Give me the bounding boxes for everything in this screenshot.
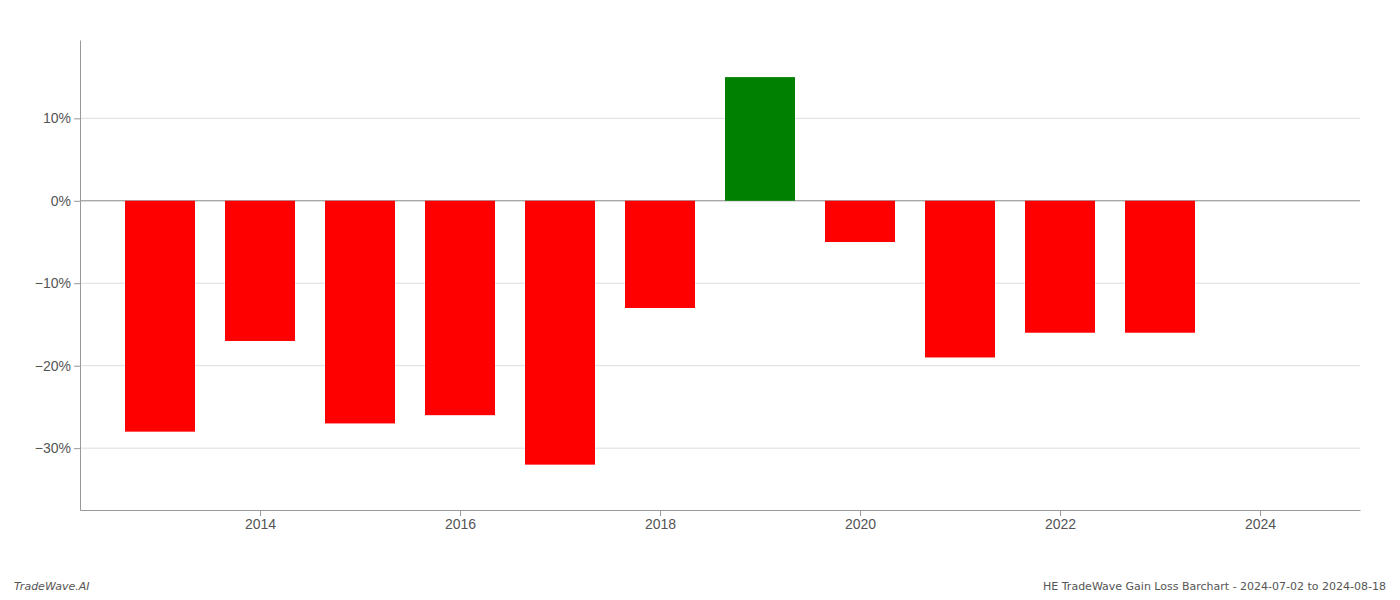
x-tick: 2014: [245, 510, 276, 532]
chart-svg: −30% −20% −10% 0% 10% 2014 2016 2018 2020 2022 202…: [0, 0, 1400, 600]
x-tick: 2020: [845, 510, 876, 532]
bar: [225, 201, 295, 341]
x-tick-label: 2022: [1045, 516, 1076, 532]
bar: [1025, 201, 1095, 333]
bar: [925, 201, 995, 358]
x-axis: 2014 2016 2018 2020 2022 2024: [81, 510, 1361, 532]
bar: [525, 201, 595, 465]
y-tick-mark: [74, 201, 80, 202]
x-tick: 2022: [1045, 510, 1076, 532]
y-tick: 10%: [43, 110, 80, 126]
y-tick-label: −10%: [35, 275, 71, 291]
footer-left: TradeWave.AI: [14, 580, 89, 593]
y-tick-mark: [74, 448, 80, 449]
y-tick: −20%: [35, 358, 80, 374]
y-axis: −30% −20% −10% 0% 10%: [35, 41, 81, 511]
bar: [325, 201, 395, 424]
bar: [125, 201, 195, 432]
x-tick: 2024: [1245, 510, 1276, 532]
y-tick-mark: [74, 283, 80, 284]
y-tick: 0%: [51, 193, 80, 209]
y-tick: −10%: [35, 275, 80, 291]
grid-line: [80, 448, 1360, 449]
bar: [625, 201, 695, 308]
bar: [1125, 201, 1195, 333]
bar: [725, 77, 795, 201]
plot-area: −30% −20% −10% 0% 10% 2014 2016 2018 2020 2022 202…: [35, 41, 1361, 532]
bar: [425, 201, 495, 415]
grid-line: [80, 118, 1360, 119]
grid: [80, 118, 1360, 448]
bar: [825, 201, 895, 242]
bars: [125, 77, 1195, 465]
x-tick: 2016: [445, 510, 476, 532]
x-tick: 2018: [645, 510, 676, 532]
x-axis-line: [81, 510, 1361, 511]
x-tick-label: 2014: [245, 516, 276, 532]
x-tick-label: 2020: [845, 516, 876, 532]
x-tick-label: 2024: [1245, 516, 1276, 532]
y-tick: −30%: [35, 440, 80, 456]
y-tick-mark: [74, 118, 80, 119]
grid-line: [80, 365, 1360, 366]
y-tick-label: 0%: [51, 193, 71, 209]
y-axis-line: [80, 41, 81, 511]
y-tick-mark: [74, 366, 80, 367]
footer: TradeWave.AI HE TradeWave Gain Loss Barch…: [14, 580, 1386, 593]
footer-right: HE TradeWave Gain Loss Barchart - 2024-0…: [1043, 580, 1386, 593]
x-tick-label: 2018: [645, 516, 676, 532]
y-tick-label: 10%: [43, 110, 71, 126]
x-tick-label: 2016: [445, 516, 476, 532]
y-tick-label: −20%: [35, 358, 71, 374]
y-tick-label: −30%: [35, 440, 71, 456]
